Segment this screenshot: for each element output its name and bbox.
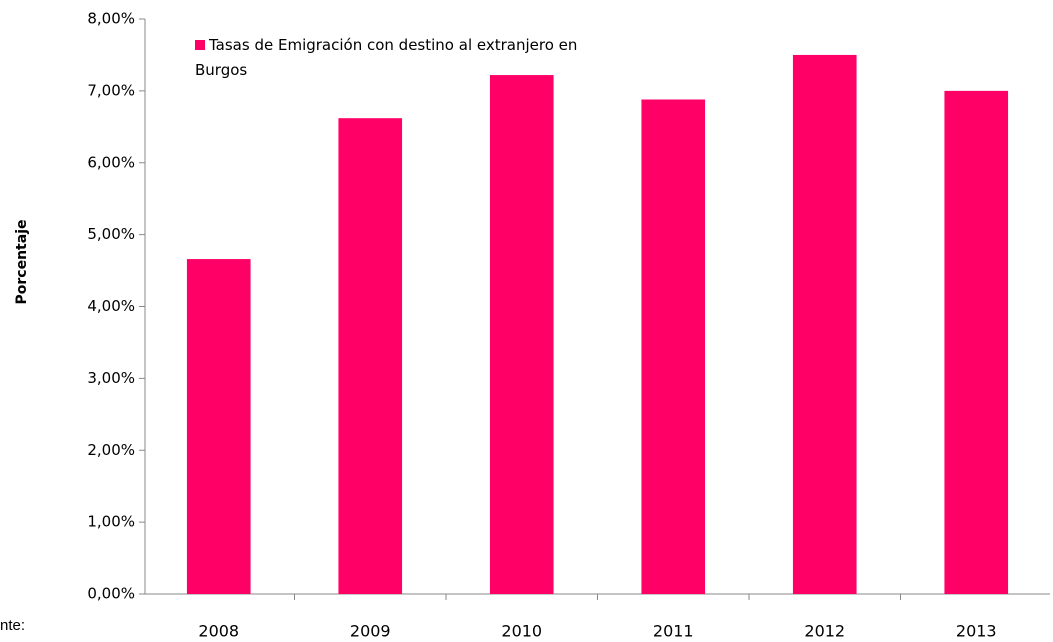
bar xyxy=(944,90,1009,594)
x-tick-label: 2011 xyxy=(653,622,694,641)
x-tick-label: 2008 xyxy=(198,622,239,641)
x-tick-label: 2013 xyxy=(956,622,997,641)
legend-label: Tasas de Emigración con destino al extra… xyxy=(195,36,578,79)
legend-swatch xyxy=(195,40,205,50)
y-tick-label: 3,00% xyxy=(87,369,135,387)
bar xyxy=(338,118,403,594)
y-axis-label: Porcentaje xyxy=(14,220,30,305)
x-tick-label: 2009 xyxy=(350,622,391,641)
footnote: nte: xyxy=(0,617,25,634)
y-tick-label: 7,00% xyxy=(87,81,135,99)
y-tick-label: 5,00% xyxy=(87,225,135,243)
y-tick-label: 6,00% xyxy=(87,153,135,171)
y-tick-label: 8,00% xyxy=(87,10,135,28)
legend: Tasas de Emigración con destino al extra… xyxy=(195,33,585,83)
y-tick-label: 4,00% xyxy=(87,297,135,315)
x-tick-label: 2012 xyxy=(804,622,845,641)
bar xyxy=(186,259,251,594)
bar xyxy=(792,54,857,594)
bar xyxy=(489,75,554,594)
x-tick-label: 2010 xyxy=(501,622,542,641)
y-tick-label: 0,00% xyxy=(87,585,135,603)
y-tick-label: 1,00% xyxy=(87,513,135,531)
bar xyxy=(641,99,706,594)
y-tick-label: 2,00% xyxy=(87,441,135,459)
